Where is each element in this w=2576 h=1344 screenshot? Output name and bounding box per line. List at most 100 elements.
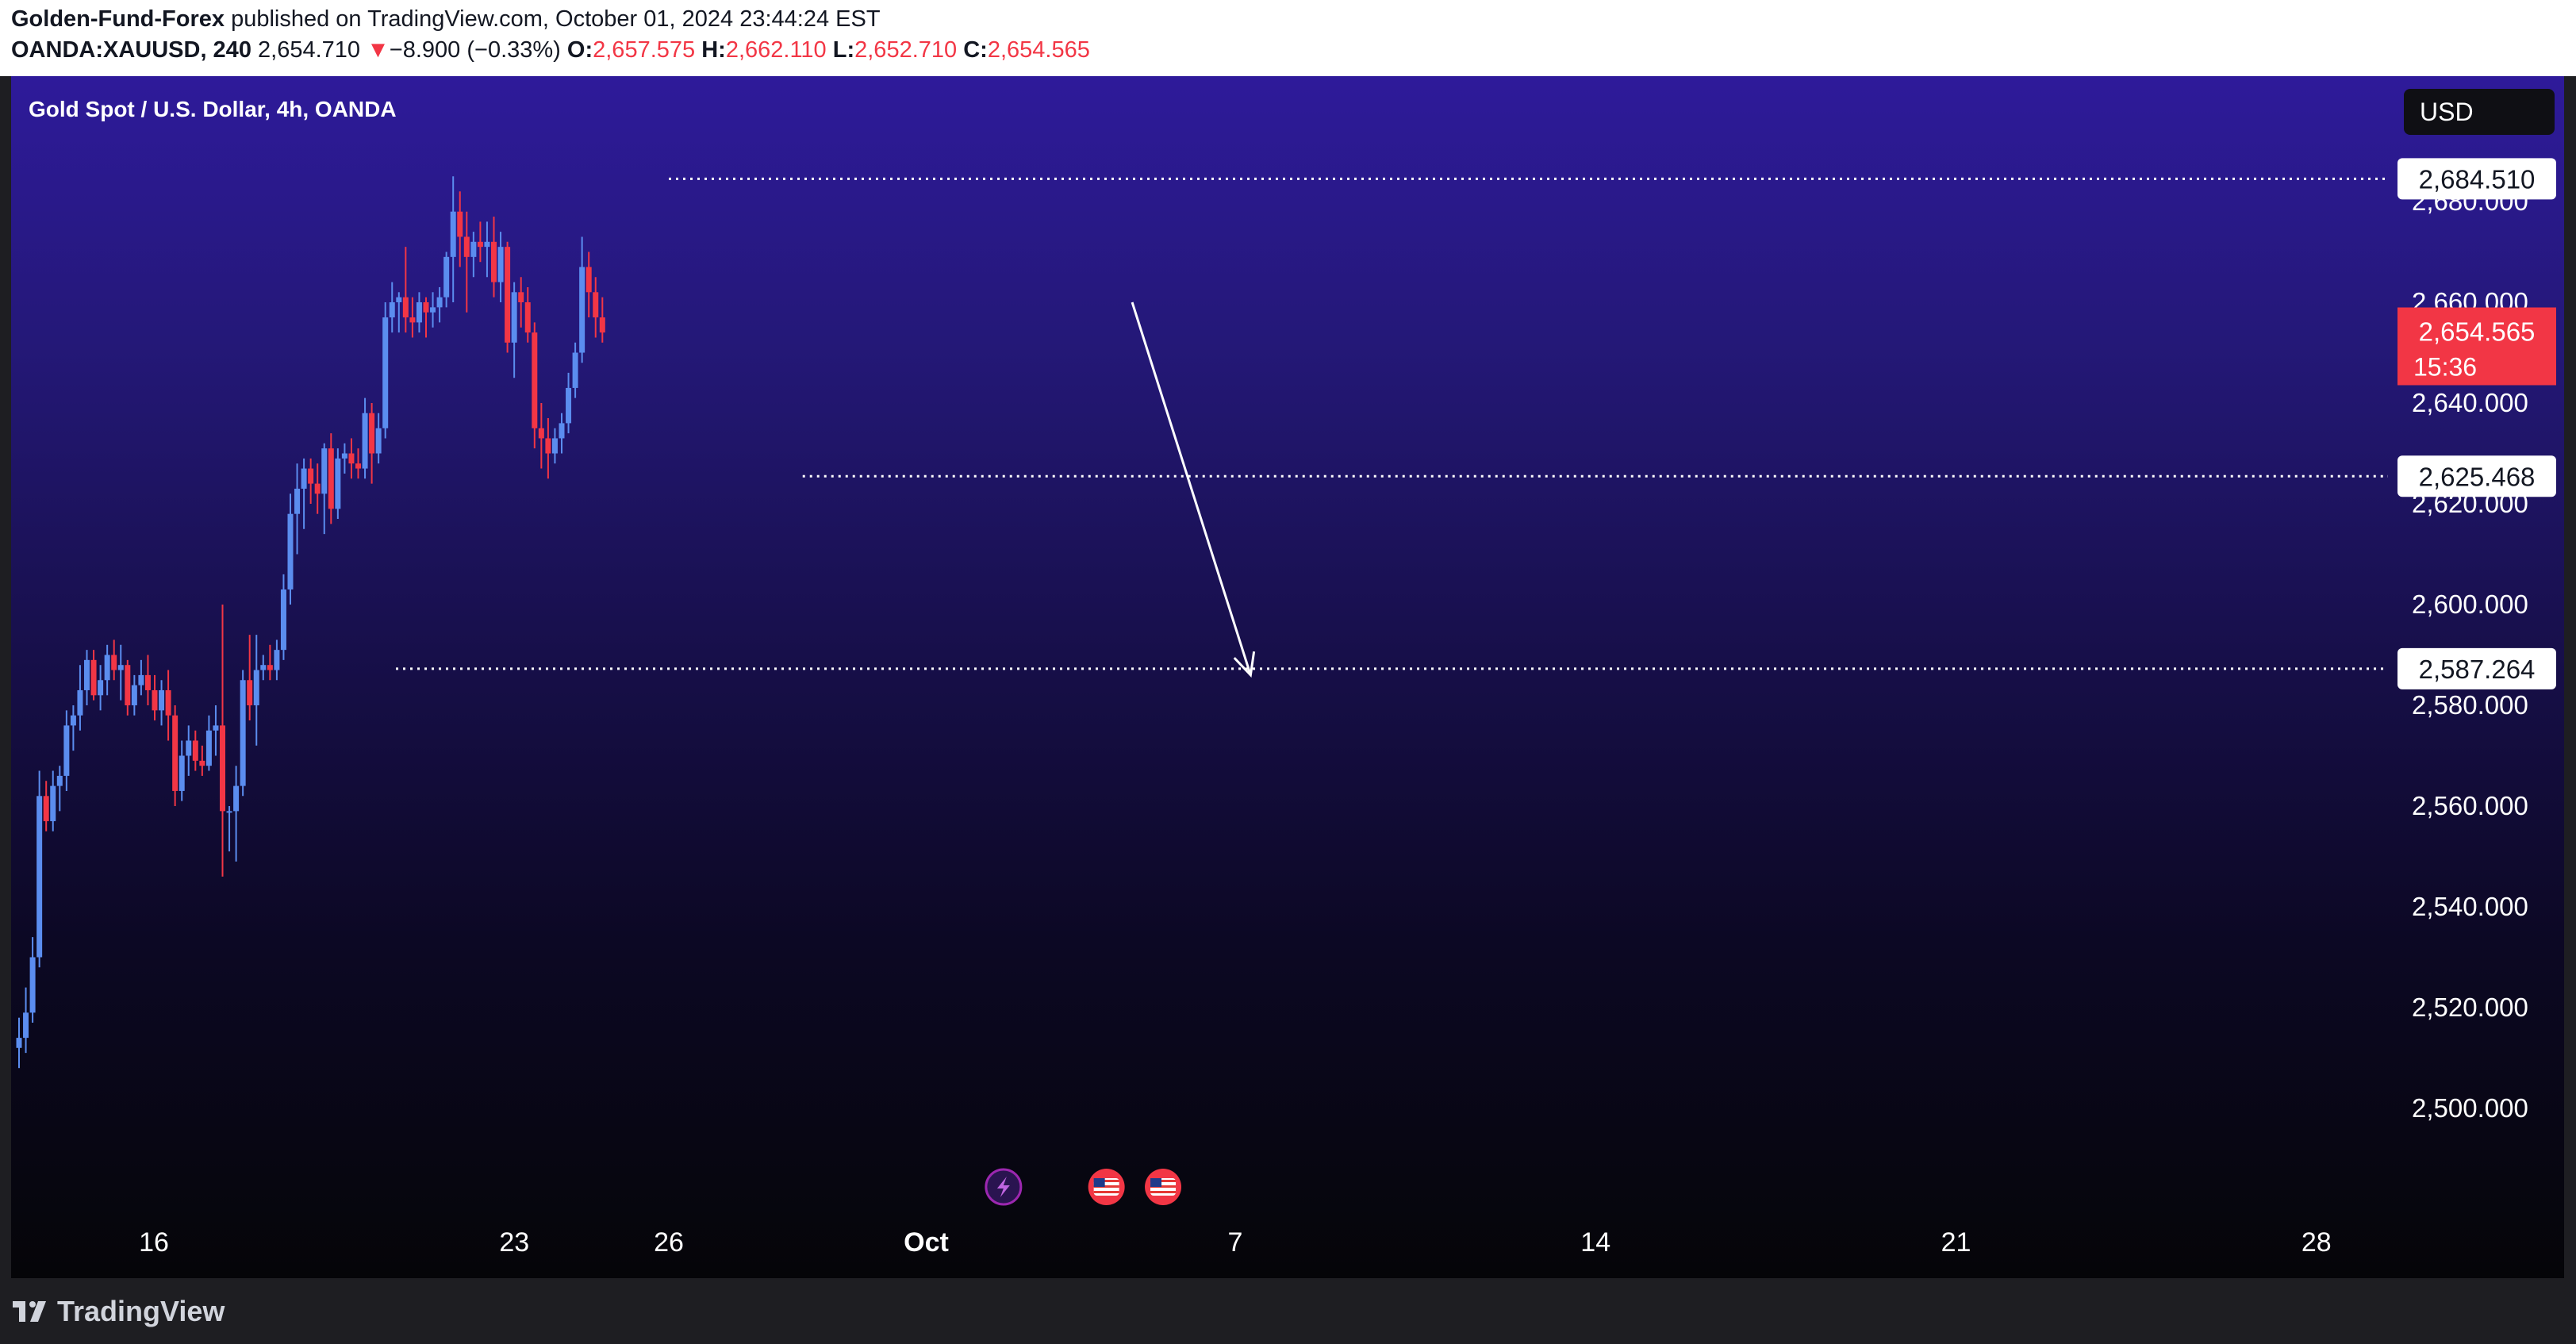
currency-button[interactable]: USD [2404, 89, 2555, 135]
candle-body [518, 292, 524, 302]
candle-body [165, 689, 171, 716]
candle-body [16, 1038, 22, 1048]
candle-body [90, 659, 97, 696]
candle-body [450, 211, 456, 257]
candle-body [505, 247, 511, 343]
candle-body [70, 715, 76, 726]
us-flag-stripe [1150, 1191, 1177, 1193]
candle-body [77, 689, 83, 716]
candle-body [470, 241, 477, 257]
candle-body [36, 796, 43, 958]
x-axis-tick-label: 7 [1227, 1227, 1242, 1258]
candle-body [287, 513, 294, 589]
candle-body [341, 453, 347, 459]
candle-body [382, 317, 389, 428]
x-axis-tick-label: Oct [904, 1227, 949, 1258]
candle-body [253, 670, 259, 705]
high-label: H: [701, 37, 726, 63]
candle-body [524, 302, 531, 333]
us-flag-stripe [1150, 1180, 1177, 1182]
candle-body [511, 292, 517, 343]
candle-body [551, 438, 558, 454]
candle-body [50, 785, 56, 822]
candle-body [477, 241, 483, 248]
lightning-bolt-icon [996, 1177, 1010, 1197]
candle-body [247, 680, 253, 705]
x-axis-tick-label: 23 [499, 1227, 529, 1258]
candle-body [186, 740, 192, 756]
current-price-tag[interactable] [2397, 307, 2556, 386]
candle-body [491, 241, 497, 282]
candle-body [131, 685, 137, 705]
candle-body [267, 665, 273, 670]
ohlc-line: OANDA:XAUUSD, 240 2,654.710 ▼−8.900 (−0.… [11, 37, 1090, 63]
candle-body [545, 438, 551, 454]
tradingview-logo-icon [13, 1301, 46, 1322]
candle-body [274, 650, 280, 670]
candle-body [348, 453, 355, 464]
candle-body [205, 730, 212, 766]
candle-body [63, 725, 70, 776]
candle-body [179, 755, 185, 791]
candle-body [335, 458, 341, 509]
candle-body [98, 680, 104, 696]
publication-header: Golden-Fund-Forex published on TradingVi… [0, 0, 2576, 76]
projection-arrow-shaft[interactable] [1131, 301, 1252, 676]
candle-body [579, 267, 585, 353]
current-price-label: 2,654.565 [2419, 317, 2536, 347]
candle-body [457, 211, 463, 237]
branding-text: TradingView [57, 1295, 225, 1327]
candle-body [280, 589, 286, 651]
candle-body [43, 796, 49, 822]
candle-body [117, 665, 124, 670]
candle-body [430, 307, 436, 313]
candle-body [538, 428, 544, 439]
candle-body [463, 236, 470, 257]
candle-body [159, 689, 165, 711]
us-flag-stripe [1093, 1180, 1119, 1182]
candle-body [362, 413, 368, 469]
open-label: O: [566, 37, 593, 63]
candle-body [497, 247, 504, 282]
candle-body [308, 468, 314, 484]
y-axis-tick-label: 2,600.000 [2412, 589, 2528, 619]
level-price-tag-label: 2,587.264 [2419, 655, 2536, 684]
candle-body [566, 387, 572, 424]
x-axis-tick-label: 28 [2302, 1227, 2332, 1258]
level-price-tag[interactable] [2397, 158, 2556, 200]
bar-countdown-label: 15:36 [2413, 353, 2477, 382]
candle-body [599, 317, 605, 333]
chart-title: Gold Spot / U.S. Dollar, 4h, OANDA [29, 97, 397, 121]
us-flag-canton [1150, 1178, 1162, 1187]
candle-body [29, 957, 36, 1013]
y-axis-tick-label: 2,560.000 [2412, 791, 2528, 820]
high-value: 2,662.110 [725, 37, 827, 63]
candle-body [585, 267, 592, 293]
candle-body [233, 785, 240, 812]
candlestick-chart[interactable]: 2,680.0002,660.0002,640.0002,620.0002,60… [0, 0, 2576, 1278]
candle-body [111, 655, 117, 670]
y-axis-tick-label: 2,640.000 [2412, 388, 2528, 417]
candle-body [593, 292, 599, 318]
footer-bar [0, 1278, 2576, 1344]
candle-body [409, 317, 416, 323]
price-change: −8.900 (−0.33%) [389, 37, 561, 63]
level-price-tag[interactable] [2397, 647, 2556, 689]
x-axis-tick-label: 16 [139, 1227, 169, 1258]
candle-body [402, 297, 409, 318]
candle-body [369, 413, 375, 454]
candle-body [389, 302, 395, 318]
candle-body [84, 659, 90, 690]
tradingview-logo[interactable]: TradingView [13, 1295, 225, 1328]
chart-panel[interactable] [11, 76, 2564, 1278]
us-flag-stripe [1093, 1191, 1119, 1193]
candle-body [532, 332, 538, 428]
candle-body [172, 715, 179, 791]
published-text: published on TradingView.com, October 01… [231, 6, 881, 32]
candle-body [396, 297, 402, 302]
x-axis-tick-label: 21 [1941, 1227, 1971, 1258]
close-value: 2,654.565 [987, 37, 1090, 63]
candle-body [416, 302, 422, 323]
level-price-tag[interactable] [2397, 455, 2556, 497]
candle-body [260, 665, 267, 670]
